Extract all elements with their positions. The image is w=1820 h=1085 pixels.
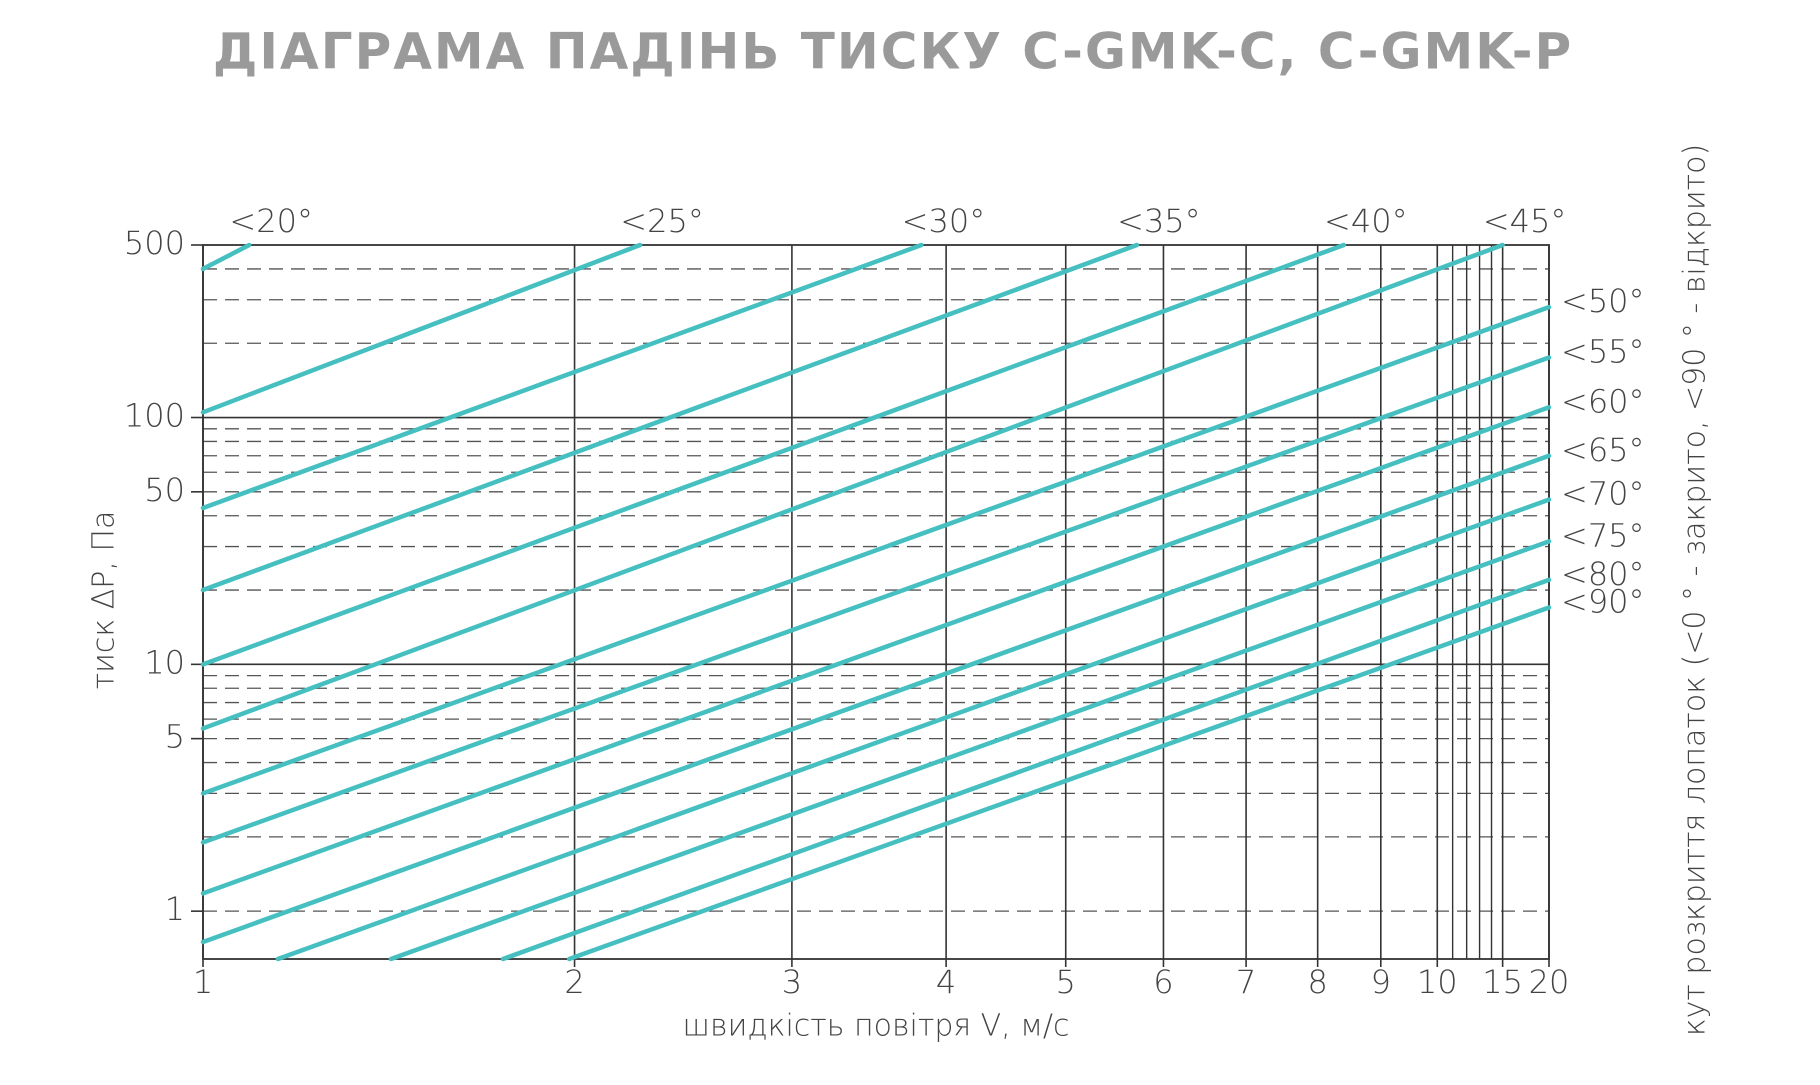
x-tick-label: 2 — [564, 963, 584, 1001]
x-tick-label: 10 — [1417, 963, 1458, 1001]
line-series — [200, 242, 1140, 593]
plot-frame — [202, 244, 1550, 960]
line-series — [200, 242, 1505, 731]
y-tick-label: 5 — [165, 718, 185, 756]
x-tick-label: 6 — [1153, 963, 1173, 1001]
x-tick-label: 15 — [1482, 963, 1523, 1001]
x-tick-label: 8 — [1307, 963, 1327, 1001]
series-label: <40° — [1324, 202, 1408, 240]
line-series — [275, 497, 1552, 962]
y-tick-label: 10 — [144, 643, 185, 681]
series-label: <75° — [1561, 516, 1645, 554]
x-tick-label: 4 — [936, 963, 956, 1001]
x-tick-label: 20 — [1529, 963, 1570, 1001]
series-label: <60° — [1561, 382, 1645, 420]
series-label: <50° — [1561, 282, 1645, 320]
series-label: <55° — [1561, 333, 1645, 371]
line-series — [200, 242, 1347, 667]
series-label: <80° — [1561, 555, 1645, 593]
line-series — [500, 577, 1552, 962]
y2-axis-label: кут розкриття лопаток (<0 ° - закрито, <… — [1678, 144, 1713, 1036]
x-tick-label: 3 — [782, 963, 802, 1001]
x-tick-label: 1 — [193, 963, 213, 1001]
series-label: <45° — [1483, 202, 1567, 240]
line-series — [200, 242, 252, 272]
y-tick-label: 1 — [165, 890, 185, 928]
series-label: <30° — [902, 202, 986, 240]
series-label: <65° — [1561, 431, 1645, 469]
line-series — [566, 605, 1552, 962]
y-tick-label: 100 — [124, 397, 185, 435]
series-label: <25° — [620, 202, 704, 240]
line-series — [200, 304, 1552, 796]
chart-title: ДІАГРАМА ПАДІНЬ ТИСКУ C-GMK-C, C-GMK-P — [213, 23, 1573, 81]
line-series — [388, 539, 1552, 962]
series-label: <90° — [1561, 582, 1645, 620]
series-label: <70° — [1561, 475, 1645, 513]
line-series — [200, 405, 1552, 896]
y-axis-label: тиск ΔP, Па — [87, 511, 122, 690]
line-series — [200, 242, 643, 415]
series-label: <35° — [1117, 202, 1201, 240]
line-series — [200, 242, 924, 511]
x-axis-label: швидкість повітря V, м/с — [683, 1009, 1070, 1044]
x-tick-label: 9 — [1371, 963, 1391, 1001]
series-label: <20° — [229, 202, 313, 240]
line-series — [200, 453, 1552, 945]
x-tick-label: 5 — [1056, 963, 1076, 1001]
y-tick-label: 500 — [124, 224, 185, 262]
line-series — [200, 355, 1552, 845]
x-tick-label: 7 — [1236, 963, 1256, 1001]
y-tick-label: 50 — [144, 471, 185, 509]
